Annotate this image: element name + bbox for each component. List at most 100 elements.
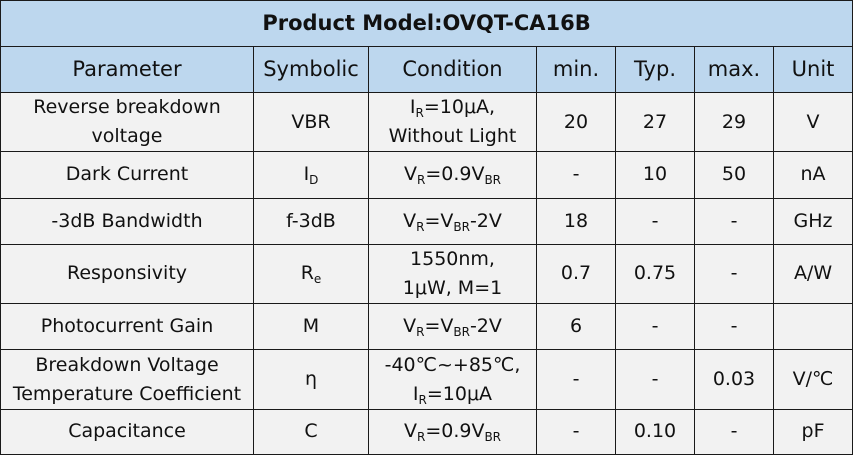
condition-line: -40℃~+85℃,: [372, 351, 533, 380]
text-segment: 1μW, M=1: [402, 276, 503, 299]
header-unit: Unit: [772, 46, 853, 93]
text-segment: =V: [424, 209, 454, 232]
unit-cell: GHz: [772, 197, 853, 245]
min-cell: -: [536, 151, 616, 199]
parameter-line: Breakdown Voltage: [35, 353, 219, 376]
condition-cell: VR=0.9VBR: [368, 408, 537, 456]
typ-cell: -: [615, 349, 695, 410]
table-row: -3dB Bandwidth f-3dB VR=VBR-2V 18- - GHz: [0, 197, 853, 245]
typ-cell: 0.75: [615, 243, 695, 305]
condition-cell: 1550nm, 1μW, M=1: [368, 243, 537, 305]
text-segment: V: [403, 420, 417, 443]
unit-cell: pF: [772, 408, 853, 456]
text-segment: =10μA: [426, 382, 493, 405]
subscript: R: [416, 325, 425, 340]
max-cell: -: [694, 408, 774, 456]
title-row: Product Model:OVQT-CA16B: [0, 0, 853, 47]
text-segment: I: [409, 96, 416, 119]
unit-cell: A/W: [772, 243, 853, 305]
min-cell: -: [536, 349, 616, 410]
subscript: BR: [453, 325, 470, 340]
unit-cell: V: [772, 91, 853, 153]
text-segment: =V: [424, 315, 454, 338]
condition-line: VR=0.9VBR: [372, 160, 533, 189]
text-segment: =0.9V: [425, 420, 485, 443]
text-segment: -2V: [469, 209, 502, 232]
header-typ: Typ.: [615, 46, 695, 93]
condition-cell: VR=VBR-2V: [368, 197, 537, 245]
condition-line: VR=VBR-2V: [372, 312, 533, 341]
subscript: R: [415, 106, 424, 121]
text-segment: V: [403, 315, 417, 338]
condition-line: IR=10μA,: [372, 93, 533, 122]
subscript: e: [313, 272, 322, 287]
parameter-line: voltage: [91, 125, 163, 148]
text-segment: =10μA,: [423, 96, 496, 119]
parameter-line: Photocurrent Gain: [40, 315, 214, 338]
text-segment: R: [300, 262, 314, 285]
subscript: BR: [484, 173, 502, 188]
text-segment: Without Light: [388, 125, 517, 148]
text-segment: C: [304, 420, 318, 443]
condition-line: VR=VBR-2V: [372, 207, 533, 236]
min-cell: 18: [536, 197, 616, 245]
text-segment: M: [302, 315, 320, 338]
parameter-cell: Photocurrent Gain: [0, 303, 254, 351]
parameter-line: Reverse breakdown: [33, 96, 221, 119]
parameter-line: Temperature Coefficient: [12, 382, 242, 405]
table-row: Photocurrent Gain M VR=VBR-2V 6- -: [0, 303, 853, 351]
subscript: R: [418, 392, 427, 407]
condition-line: Without Light: [372, 122, 533, 151]
min-cell: 6: [536, 303, 616, 351]
symbol-cell: VBR: [253, 91, 369, 153]
max-cell: 0.03: [694, 349, 774, 410]
min-cell: -: [536, 408, 616, 456]
text-segment: -2V: [469, 315, 502, 338]
table-row: Responsivity Re 1550nm, 1μW, M=1 0.7 0.75- A/W: [0, 243, 853, 305]
parameter-cell: Reverse breakdown voltage: [0, 91, 254, 153]
parameter-cell: Responsivity: [0, 243, 254, 305]
condition-line: 1μW, M=1: [372, 274, 533, 303]
symbol-cell: f-3dB: [253, 197, 369, 245]
parameter-cell: Breakdown Voltage Temperature Coefficient: [0, 349, 254, 410]
typ-cell: -: [615, 303, 695, 351]
subscript: D: [309, 173, 319, 188]
subscript: BR: [484, 430, 502, 445]
parameter-cell: Capacitance: [0, 408, 254, 456]
symbol-cell: ID: [253, 151, 369, 199]
typ-cell: 0.10: [615, 408, 695, 456]
subscript: R: [416, 219, 425, 234]
header-condition: Condition: [368, 46, 537, 93]
max-cell: 50: [694, 151, 774, 199]
condition-cell: -40℃~+85℃, IR=10μA: [368, 349, 537, 410]
table-body: Reverse breakdown voltage VBR IR=10μA, Witho…: [0, 91, 853, 456]
max-cell: -: [694, 197, 774, 245]
header-symbolic: Symbolic: [253, 46, 369, 93]
symbol-cell: M: [253, 303, 369, 351]
parameter-line: Responsivity: [66, 262, 188, 285]
text-segment: -40℃~+85℃,: [384, 353, 521, 376]
table-row: Capacitance C VR=0.9VBR -0.10- pF: [0, 408, 853, 456]
max-cell: 29: [694, 91, 774, 153]
condition-line: 1550nm,: [372, 245, 533, 274]
table-row: Dark Current ID VR=0.9VBR -10 50 nA: [0, 151, 853, 199]
typ-cell: 10: [615, 151, 695, 199]
header-row: Parameter Symbolic Condition min. Typ. m…: [0, 46, 853, 93]
table-title: Product Model:OVQT-CA16B: [0, 0, 853, 47]
text-segment: VBR: [291, 110, 331, 133]
header-min: min.: [536, 46, 616, 93]
text-segment: I: [303, 163, 310, 186]
table-row: Breakdown Voltage Temperature Coefficient…: [0, 349, 853, 410]
parameter-cell: -3dB Bandwidth: [0, 197, 254, 245]
unit-cell: nA: [772, 151, 853, 199]
text-segment: f-3dB: [286, 209, 336, 232]
symbol-cell: Re: [253, 243, 369, 305]
symbol-cell: η: [253, 349, 369, 410]
min-cell: 20: [536, 91, 616, 153]
parameter-line: -3dB Bandwidth: [51, 209, 203, 232]
subscript: R: [416, 173, 426, 188]
typ-cell: 27: [615, 91, 695, 153]
condition-line: IR=10μA: [372, 380, 533, 409]
text-segment: V: [403, 209, 417, 232]
